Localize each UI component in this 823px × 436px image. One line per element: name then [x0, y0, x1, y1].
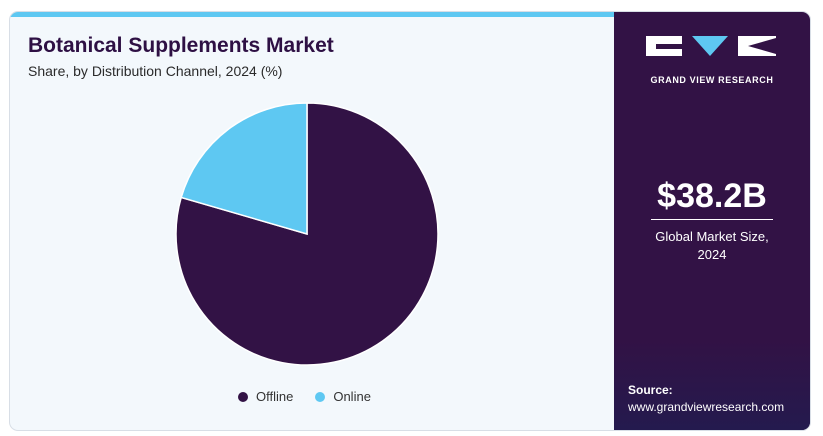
chart-title: Botanical Supplements Market — [28, 34, 334, 57]
legend-swatch — [315, 391, 326, 402]
chart-subtitle: Share, by Distribution Channel, 2024 (%) — [28, 63, 283, 79]
legend-label: Offline — [256, 389, 294, 404]
source-link[interactable]: www.grandviewresearch.com — [628, 400, 785, 414]
market-size-value: $38.2B — [657, 177, 767, 215]
legend-item-online: Online — [315, 389, 371, 404]
market-size-label: Global Market Size, 2024 — [655, 229, 769, 262]
pie-slice-offline — [175, 102, 439, 366]
brand-logo — [646, 36, 776, 56]
pie-chart — [175, 102, 439, 366]
value-divider — [651, 219, 773, 220]
legend-label: Online — [333, 389, 371, 404]
accent-bar — [10, 12, 614, 17]
pie-slice-online — [180, 102, 308, 235]
source-label: Source: — [628, 383, 673, 397]
info-sidebar: GRAND VIEW RESEARCH $38.2B Global Market… — [614, 12, 810, 430]
chart-legend: Offline Online — [238, 389, 371, 404]
legend-swatch — [238, 391, 248, 402]
sidebar-footer — [614, 340, 810, 430]
legend-item-offline: Offline — [238, 389, 293, 404]
brand-name: GRAND VIEW RESEARCH — [650, 75, 774, 85]
chart-panel: Botanical Supplements Market Share, by D… — [10, 12, 614, 430]
chart-card: Botanical Supplements Market Share, by D… — [10, 12, 810, 430]
